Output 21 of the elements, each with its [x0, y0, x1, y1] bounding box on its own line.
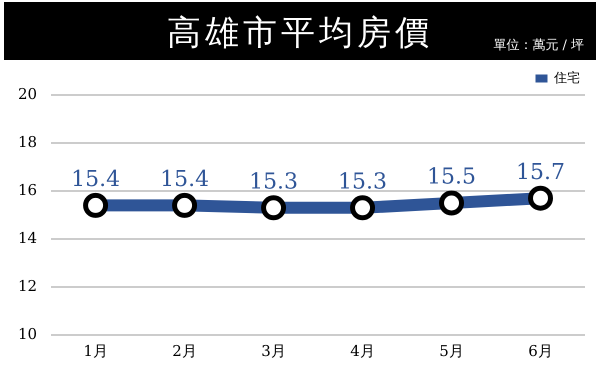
data-label: 15.7: [516, 160, 565, 185]
data-label: 15.5: [427, 164, 476, 190]
data-label: 15.3: [338, 170, 388, 195]
data-label: 15.3: [249, 170, 298, 195]
y-tick-label: 10: [18, 324, 38, 343]
y-tick-label: 20: [18, 84, 38, 103]
legend-label: 住宅: [553, 70, 580, 86]
data-label: 15.4: [160, 167, 210, 192]
y-tick-label: 18: [18, 132, 38, 151]
y-tick-label: 16: [18, 180, 38, 199]
data-label: 15.4: [71, 167, 120, 192]
x-tick-label: 5月: [439, 342, 464, 360]
text: 單位：萬元 / 坪: [493, 37, 584, 54]
x-tick-label: 1月: [83, 342, 108, 360]
chart-title: 高雄市平均房價: [167, 13, 433, 53]
y-tick-label: 14: [18, 228, 38, 247]
x-tick-label: 6月: [528, 342, 553, 360]
x-tick-label: 4月: [350, 342, 375, 360]
x-tick-label: 2月: [172, 342, 197, 360]
y-tick-label: 12: [18, 276, 38, 295]
x-tick-label: 3月: [261, 342, 286, 360]
